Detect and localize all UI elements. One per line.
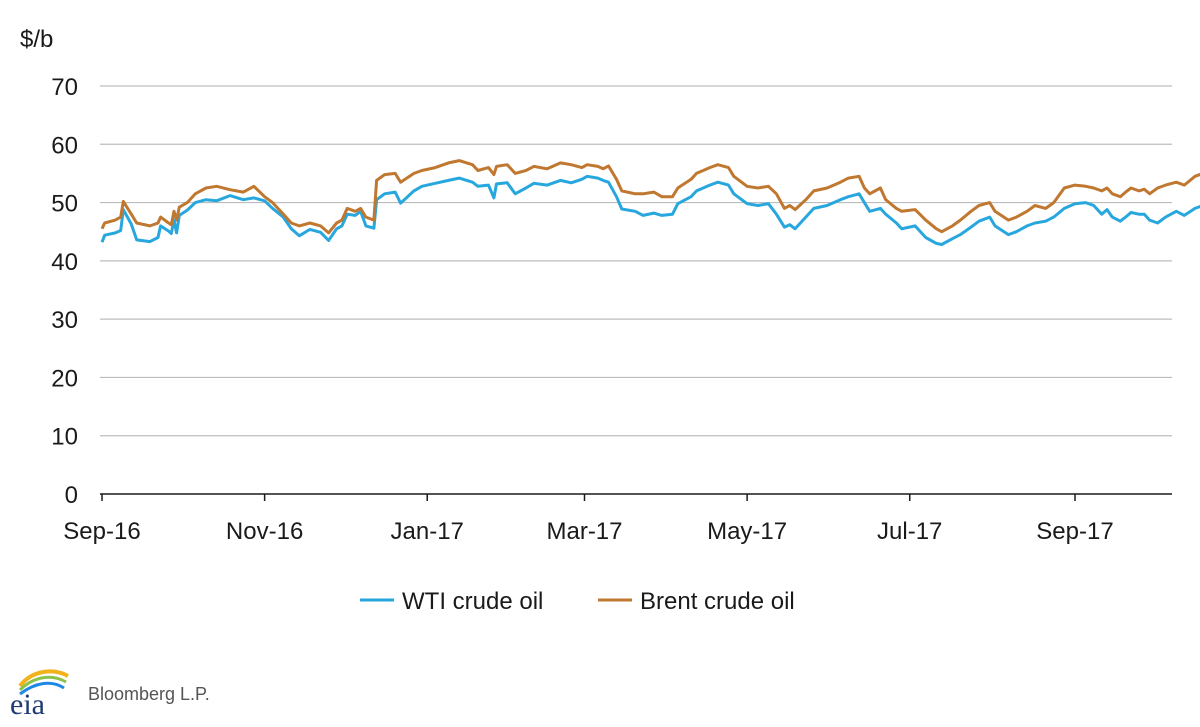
y-tick-label: 20 <box>51 365 78 392</box>
y-tick-label: 0 <box>65 482 78 509</box>
x-axis: Sep-16 Nov-16 Jan-17 Mar-17 May-17 Jul-17 Sep-… <box>63 493 1172 545</box>
x-tick-label: May-17 <box>707 518 787 545</box>
unit-label: $/b <box>20 26 53 53</box>
x-tick-label: Mar-17 <box>546 518 622 545</box>
eia-logo: eia <box>10 669 69 718</box>
x-tick-label: Nov-16 <box>226 518 303 545</box>
series-lines <box>100 159 1200 246</box>
y-tick-label: 70 <box>51 74 78 101</box>
y-tick-label: 30 <box>51 307 78 334</box>
x-tick-label: Sep-17 <box>1036 518 1113 545</box>
x-tick-label: Sep-16 <box>63 518 140 545</box>
y-tick-label: 50 <box>51 191 78 218</box>
grid-lines <box>100 85 1172 437</box>
svg-text:eia: eia <box>10 688 45 718</box>
y-tick-label: 10 <box>51 424 78 451</box>
x-tick-label: Jan-17 <box>391 518 464 545</box>
y-tick-label: 60 <box>51 132 78 159</box>
legend-label-brent: Brent crude oil <box>640 588 795 615</box>
legend: WTI crude oil Brent crude oil <box>360 588 795 615</box>
x-tick-label: Jul-17 <box>877 518 942 545</box>
legend-label-wti: WTI crude oil <box>402 588 543 615</box>
series-line-wti <box>100 174 1200 246</box>
y-axis-tick-labels: 0 10 20 30 40 50 60 70 <box>51 74 78 509</box>
series-line-brent <box>100 159 1200 235</box>
y-tick-label: 40 <box>51 249 78 276</box>
source-note: Bloomberg L.P. <box>88 684 210 704</box>
